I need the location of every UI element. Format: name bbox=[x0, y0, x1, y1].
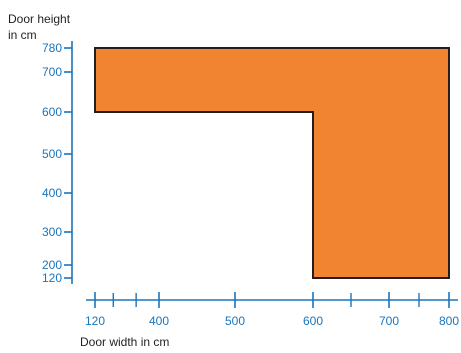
y-axis-title-line2: in cm bbox=[8, 28, 37, 42]
y-tick-label: 300 bbox=[42, 225, 62, 239]
y-tick-label: 500 bbox=[42, 147, 62, 161]
y-tick-label: 200 bbox=[42, 258, 62, 272]
x-axis-ticks: 120 400 500 600 700 800 bbox=[85, 292, 459, 328]
x-tick-label: 400 bbox=[149, 314, 169, 328]
y-tick-label: 120 bbox=[42, 271, 62, 285]
door-size-region bbox=[94, 47, 450, 279]
y-axis-title-line1: Door height bbox=[8, 12, 71, 26]
x-axis-title: Door width in cm bbox=[80, 335, 169, 349]
x-tick-label: 600 bbox=[303, 314, 323, 328]
x-tick-label: 700 bbox=[379, 314, 399, 328]
y-tick-label: 400 bbox=[42, 186, 62, 200]
y-tick-label: 700 bbox=[42, 65, 62, 79]
x-tick-label: 500 bbox=[225, 314, 245, 328]
y-tick-label: 600 bbox=[42, 105, 62, 119]
x-tick-label: 800 bbox=[439, 314, 459, 328]
y-tick-label: 780 bbox=[42, 41, 62, 55]
x-tick-label: 120 bbox=[85, 314, 105, 328]
